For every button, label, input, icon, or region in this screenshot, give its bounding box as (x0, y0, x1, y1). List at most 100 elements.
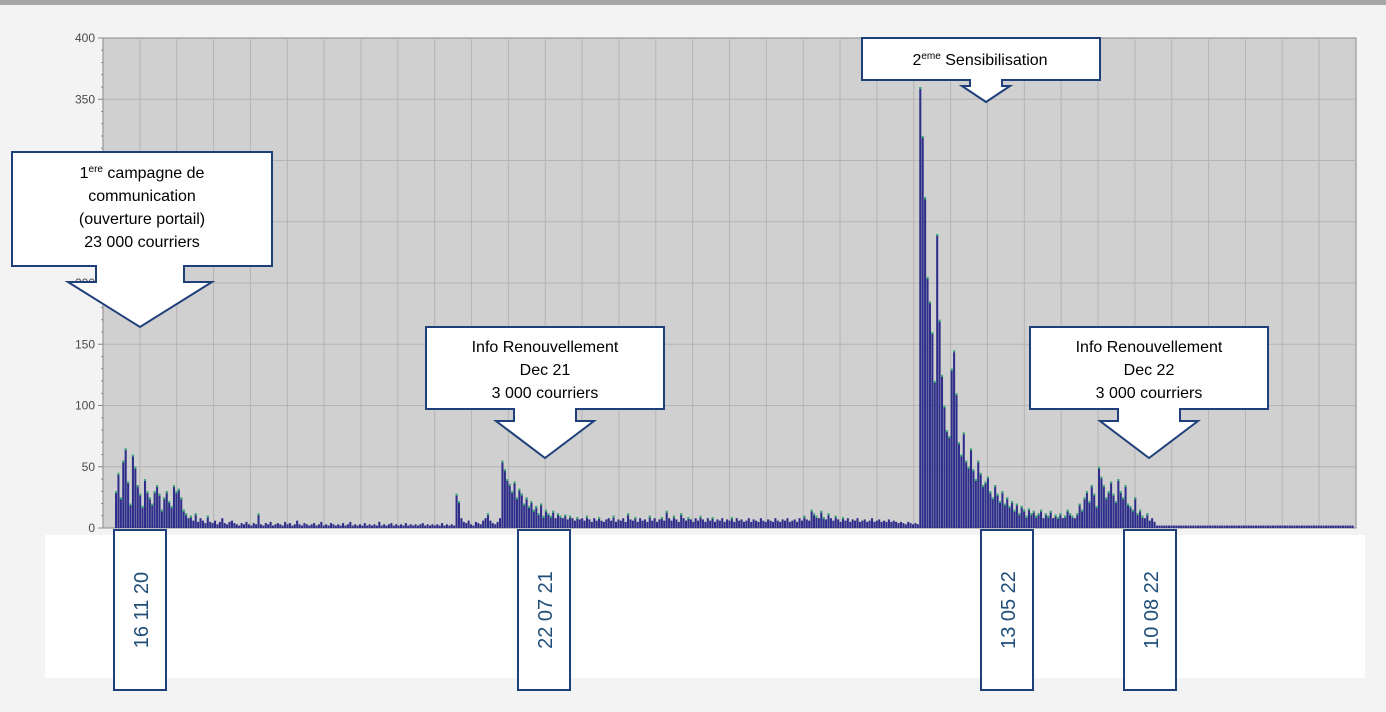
bar (926, 276, 929, 529)
bar (201, 520, 204, 528)
bar (827, 513, 830, 528)
bar (769, 520, 772, 528)
bar-cap (1018, 513, 1021, 516)
bar (250, 525, 253, 528)
bar (1257, 525, 1260, 528)
bar (887, 519, 890, 528)
bar (378, 521, 381, 529)
bar (759, 518, 762, 528)
bar (1110, 481, 1113, 528)
bar (723, 521, 726, 529)
bar (409, 524, 412, 528)
bar (479, 524, 482, 528)
bar (1085, 491, 1088, 528)
bar (849, 521, 852, 529)
bar (1088, 501, 1091, 528)
bar (730, 516, 733, 528)
bar (1245, 525, 1248, 528)
bar (269, 521, 272, 529)
bar (540, 503, 543, 528)
bar (1054, 514, 1057, 528)
bar-cap (585, 515, 589, 518)
bar-cap (1037, 513, 1040, 516)
bar (564, 514, 567, 528)
bar (511, 491, 514, 528)
bar (322, 525, 325, 528)
bar-cap (501, 460, 504, 463)
bar (482, 520, 485, 528)
bar (868, 520, 871, 528)
bar (426, 524, 429, 528)
bar (1112, 493, 1115, 528)
bar (554, 518, 557, 528)
bar-cap (711, 516, 714, 519)
bar (264, 523, 267, 528)
bar (1069, 513, 1072, 528)
bar (1184, 525, 1187, 528)
bar (646, 521, 649, 529)
bar (448, 525, 451, 528)
bar-cap (131, 454, 134, 457)
bar (1228, 525, 1231, 528)
bar (501, 460, 504, 529)
bar (218, 521, 221, 529)
bar (648, 515, 651, 528)
bar (1298, 525, 1301, 528)
bar (841, 516, 845, 528)
bar (211, 523, 214, 528)
bar-cap (189, 515, 192, 518)
bar (1293, 525, 1296, 528)
bar (619, 520, 622, 528)
bar (742, 521, 745, 529)
callout-sensibilisation: 2eme Sensibilisation (861, 37, 1101, 104)
bar (271, 525, 275, 528)
bar (1194, 525, 1197, 528)
bar (745, 520, 748, 528)
bar-cap (528, 505, 531, 508)
bar (1090, 485, 1093, 529)
bar (834, 515, 837, 528)
bar (489, 520, 492, 528)
bar-cap (180, 497, 183, 500)
bar-cap (177, 488, 180, 491)
bar (1066, 509, 1069, 529)
bar-cap (1081, 509, 1084, 512)
bar (808, 520, 811, 528)
bar (576, 516, 579, 528)
bar-cap (163, 497, 166, 500)
bar (909, 523, 912, 528)
bar-cap (1126, 503, 1130, 506)
bar (936, 234, 939, 528)
bar (342, 523, 345, 528)
y-tick-label: 50 (82, 460, 96, 474)
bar (1271, 525, 1274, 528)
bar-cap (564, 514, 567, 517)
bar (692, 521, 695, 529)
bar (892, 520, 895, 528)
bar-cap (730, 516, 733, 519)
bar (595, 520, 598, 528)
date-label-4: 10 08 22 (1141, 571, 1163, 649)
bar (803, 515, 806, 528)
bar-cap (810, 509, 813, 512)
bar (349, 521, 352, 529)
bar (414, 524, 417, 528)
bar-cap (194, 513, 197, 516)
bar (875, 520, 878, 528)
bar (701, 519, 704, 528)
bar (344, 525, 347, 528)
bar (817, 518, 820, 528)
bar (716, 519, 719, 528)
bar (757, 521, 760, 529)
bar (315, 525, 318, 528)
bar (851, 519, 854, 528)
bar-cap (156, 485, 159, 488)
bar (518, 488, 521, 528)
bar (697, 520, 700, 528)
bar (291, 525, 294, 528)
bar (455, 493, 458, 528)
bar (870, 518, 874, 528)
bar (151, 503, 154, 528)
bar (1291, 525, 1294, 528)
bar (1027, 508, 1030, 528)
